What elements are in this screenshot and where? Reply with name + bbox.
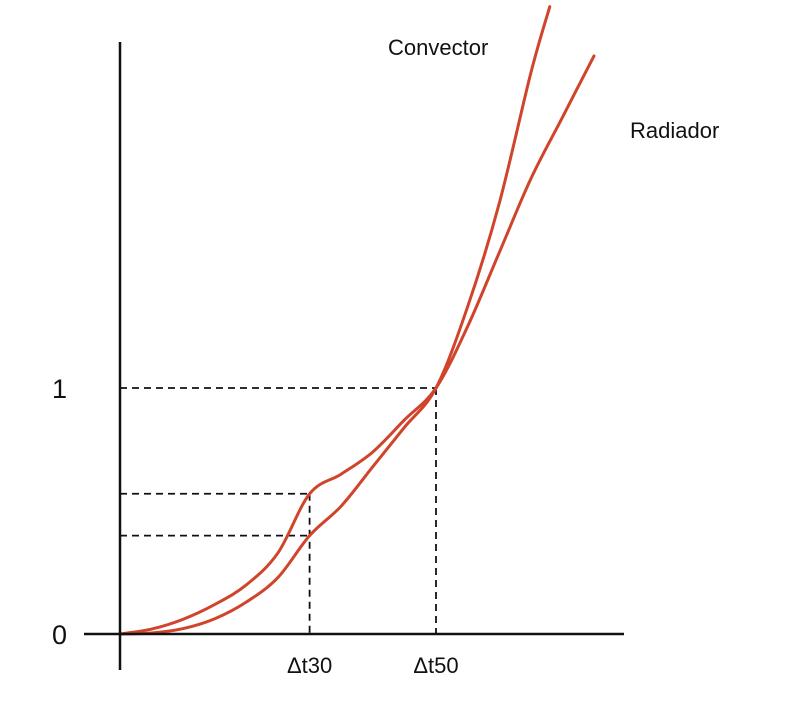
x-tick-label-0: Δt30 — [287, 653, 332, 678]
y-tick-label-0: 0 — [52, 620, 67, 650]
series-label-convector: Convector — [388, 35, 488, 60]
x-tick-label-1: Δt50 — [413, 653, 458, 678]
series-label-radiador: Radiador — [630, 118, 719, 143]
series-labels: Convector Radiador — [388, 35, 719, 143]
reference-lines — [120, 387, 437, 634]
series-line-convector — [118, 5, 552, 636]
y-tick-label-1: 1 — [52, 374, 67, 404]
series-line-radiador — [118, 54, 596, 636]
tick-labels: 0 1 Δt30 Δt50 — [52, 374, 459, 678]
series-curves — [118, 5, 596, 636]
